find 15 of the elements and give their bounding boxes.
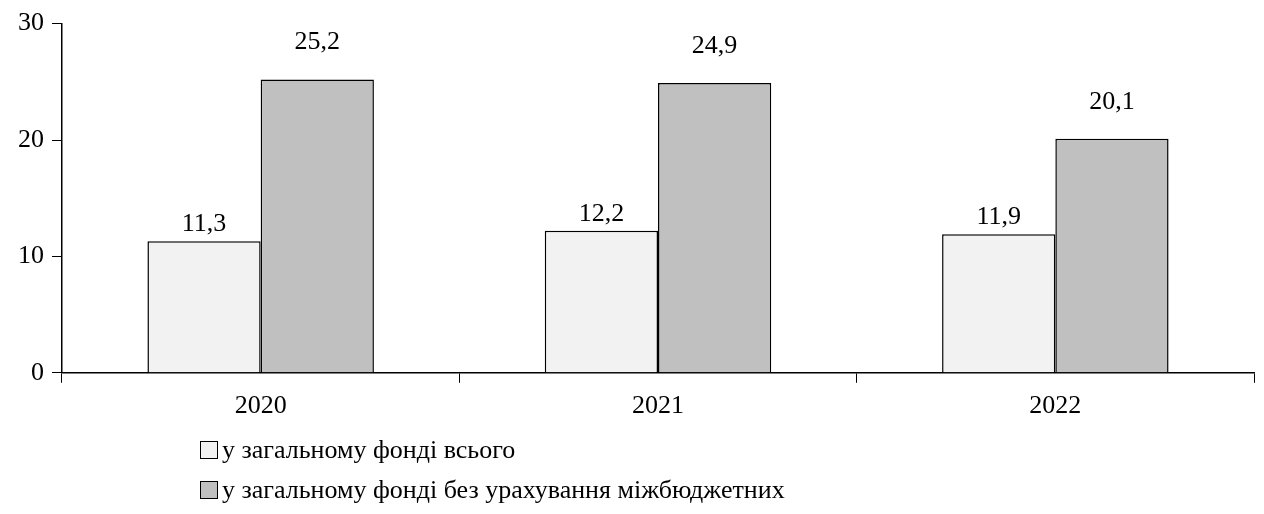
data-label: 20,1 <box>1089 85 1135 115</box>
data-label: 12,2 <box>578 197 625 227</box>
y-tick-label: 20 <box>18 123 44 153</box>
x-tick-label: 2022 <box>1029 390 1082 420</box>
text: у загальному фонді всього <box>222 435 516 465</box>
legend-label: у загальному фонді без урахування міжбюджетних <box>222 475 785 505</box>
data-label: 24,9 <box>691 29 738 59</box>
y-tick-label: 30 <box>18 7 44 37</box>
x-tick-label: 2021 <box>632 390 684 420</box>
y-tick-label: 0 <box>31 356 44 386</box>
data-label: 25,2 <box>294 26 341 56</box>
data-label: 11,3 <box>181 208 227 238</box>
data-label: 11,9 <box>976 201 1021 231</box>
y-tick-label: 10 <box>18 240 44 270</box>
x-tick-label: 2020 <box>234 390 287 420</box>
